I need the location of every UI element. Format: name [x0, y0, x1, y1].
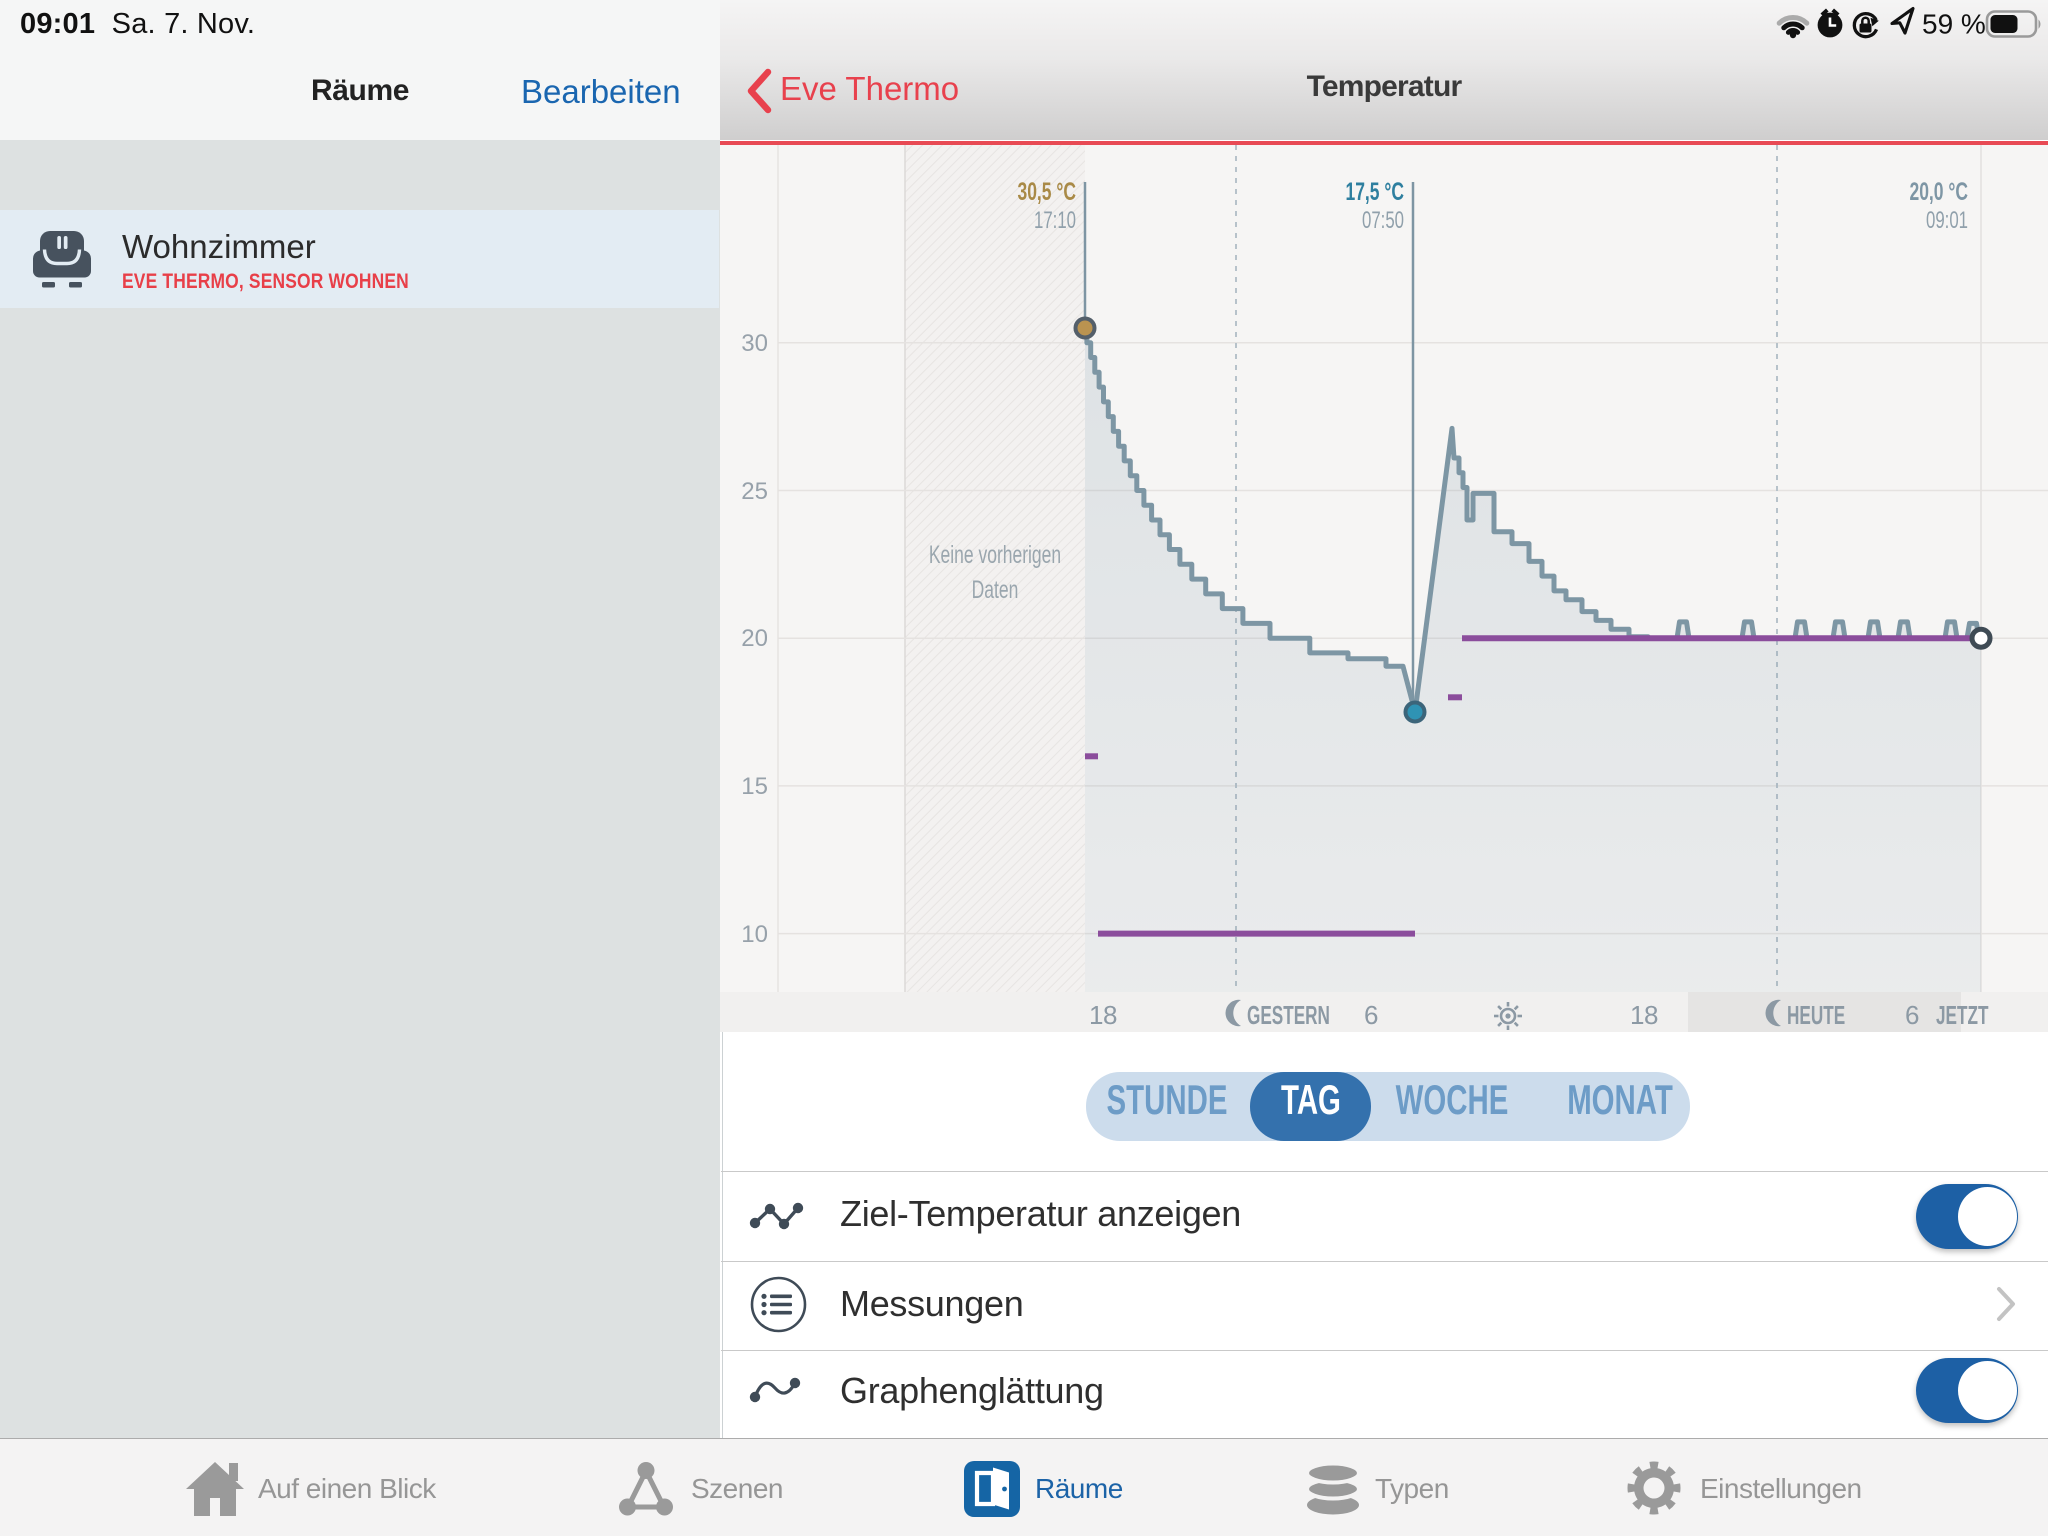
svg-text:15: 15 [741, 773, 768, 800]
svg-text:Daten: Daten [972, 575, 1019, 604]
svg-text:59 %: 59 % [1922, 9, 1986, 40]
svg-text:07:50: 07:50 [1362, 207, 1404, 234]
svg-text:17:10: 17:10 [1034, 207, 1076, 234]
svg-text:25: 25 [741, 478, 768, 505]
svg-text:30,5 °C: 30,5 °C [1017, 177, 1076, 206]
svg-text:20: 20 [741, 625, 768, 652]
svg-text:30: 30 [741, 330, 768, 357]
svg-text:Keine vorherigen: Keine vorherigen [929, 540, 1061, 569]
svg-text:09:01: 09:01 [1926, 207, 1968, 234]
svg-text:17,5 °C: 17,5 °C [1345, 177, 1404, 206]
svg-text:10: 10 [741, 921, 768, 948]
svg-text:20,0 °C: 20,0 °C [1909, 177, 1968, 206]
